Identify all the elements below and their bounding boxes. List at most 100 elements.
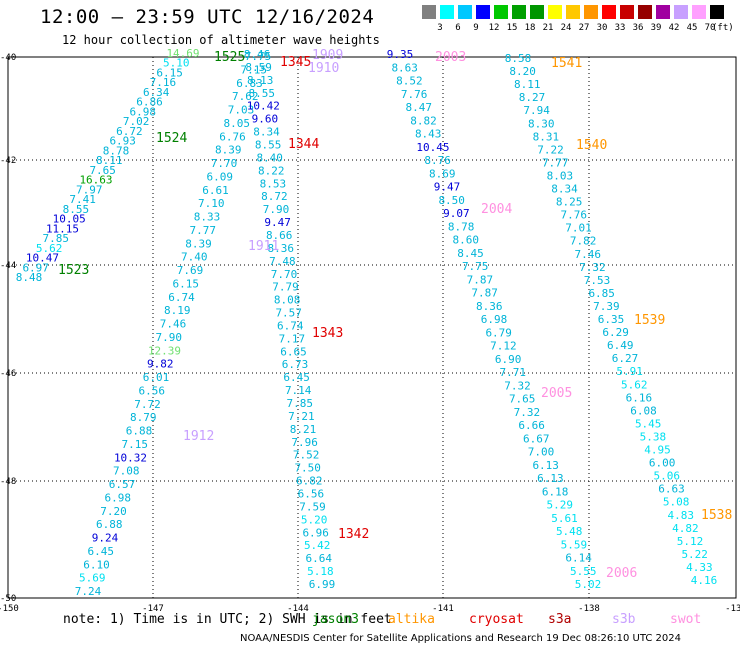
wave-height-value: 7.77 [542,156,569,169]
wave-height-value: 9.35 [387,48,414,61]
color-swatch [620,5,634,19]
pass-id-label: 1523 [58,263,89,278]
wave-height-value: 8.19 [164,304,191,317]
color-swatch [566,5,580,19]
wave-height-value: 8.05 [224,117,251,130]
wave-height-value: 10.05 [53,213,86,226]
color-swatch [638,5,652,19]
wave-height-value: 8.25 [556,196,583,209]
wave-height-value: 6.72 [116,125,143,138]
wave-height-value: 5.38 [640,430,667,443]
color-swatch [584,5,598,19]
wave-height-value: 8.82 [410,114,437,127]
wave-height-value: 8.30 [528,117,555,130]
pass-id-label: 2004 [481,202,512,217]
wave-height-value: 6.27 [612,352,639,365]
wave-height-value: 6.18 [542,485,569,498]
color-swatch [656,5,670,19]
color-scale-label: 15 [506,23,518,33]
wave-height-value: 7.01 [565,222,592,235]
wave-height-value: 9.47 [264,216,291,229]
wave-height-value: 7.96 [291,436,318,449]
pass-id-label: 1345 [280,55,311,70]
wave-height-value: 7.03 [228,104,255,117]
pass-id-label: 1539 [634,313,665,328]
wave-height-value: 5.20 [301,513,328,526]
color-scale-label: 36 [632,23,644,33]
wave-height-value: 7.15 [241,63,268,76]
color-scale-label: 9 [473,23,479,33]
color-scale-label: 30 [596,23,608,33]
wave-height-value: 7.46 [575,248,602,261]
color-scale-label: 27 [578,23,590,33]
wave-height-value: 5.45 [635,417,662,430]
color-scale-label: 70 [704,23,716,33]
wave-height-value: 8.50 [438,194,465,207]
wave-height-value: 6.15 [156,67,183,80]
color-swatch [548,5,562,19]
wave-height-value: 8.34 [551,183,578,196]
wave-height-value: 10.32 [114,451,147,464]
wave-height-value: 7.15 [122,438,149,451]
wave-height-value: 6.35 [598,313,625,326]
wave-height-value: 6.08 [630,404,657,417]
wave-height-value: 6.82 [296,475,323,488]
pass-id-label: 1540 [576,138,607,153]
wave-height-value: 6.73 [282,358,309,371]
wave-height-value: 8.46 [244,48,271,61]
wave-height-value: 7.57 [275,307,302,320]
wave-height-value: 8.72 [261,190,288,203]
wave-height-value: 6.10 [83,558,110,571]
wave-height-value: 6.49 [607,339,634,352]
wave-height-value: 7.46 [160,318,187,331]
wave-height-value: 6.96 [302,526,329,539]
wave-height-value: 6.99 [309,578,336,591]
wave-height-value: 6.61 [202,184,229,197]
color-scale-label: 6 [455,23,461,33]
wave-height-value: 8.33 [194,211,221,224]
wave-height-value: 9.47 [434,181,461,194]
wave-height-value: 6.09 [207,170,234,183]
wave-height-value: 14.69 [166,47,199,60]
wave-height-value: 7.90 [156,331,183,344]
wave-height-value: 8.13 [247,74,274,87]
footnote: note: 1) Time is in UTC; 2) SWH is in fe… [63,612,392,627]
latitude-label: -44 [0,261,16,271]
wave-height-value: 6.15 [173,277,200,290]
wave-height-value: 7.97 [76,183,103,196]
wave-height-value: 5.08 [663,496,690,509]
wave-height-value: 6.34 [143,86,170,99]
pass-id-label: 1344 [288,137,319,152]
wave-height-value: 10.47 [26,252,59,265]
wave-height-value: 6.98 [105,491,132,504]
pass-id-label: 2003 [435,50,466,65]
pass-id-label: 2006 [606,566,637,581]
color-swatch [440,5,454,19]
wave-height-value: 8.31 [533,130,560,143]
pass-id-label: 1525 [214,50,245,65]
wave-height-value: 8.76 [424,154,451,167]
color-swatch [476,5,490,19]
wave-height-value: 8.47 [406,101,433,114]
wave-height-value: 7.32 [514,406,541,419]
wave-height-value: 6.98 [481,313,508,326]
wave-height-value: 7.50 [294,462,321,475]
satellite-legend-item: altika [388,612,435,627]
wave-height-value: 7.72 [134,398,161,411]
wave-height-value: 6.64 [306,552,333,565]
wave-height-value: 8.03 [547,169,574,182]
pass-id-label: 1342 [338,527,369,542]
wave-height-value: 8.78 [103,144,130,157]
color-scale-label: 24 [560,23,572,33]
wave-height-value: 6.79 [485,326,512,339]
wave-height-value: 7.69 [177,264,204,277]
wave-height-value: 10.42 [247,100,280,113]
wave-height-value: 9.24 [92,532,119,545]
wave-height-value: 8.36 [476,300,503,313]
wave-height-value: 5.02 [575,578,602,591]
wave-height-value: 7.85 [43,232,70,245]
wave-height-value: 6.57 [109,478,136,491]
color-scale-label: 39 [650,23,662,33]
latitude-label: -48 [0,477,16,487]
pass-id-label: 1538 [701,508,732,523]
